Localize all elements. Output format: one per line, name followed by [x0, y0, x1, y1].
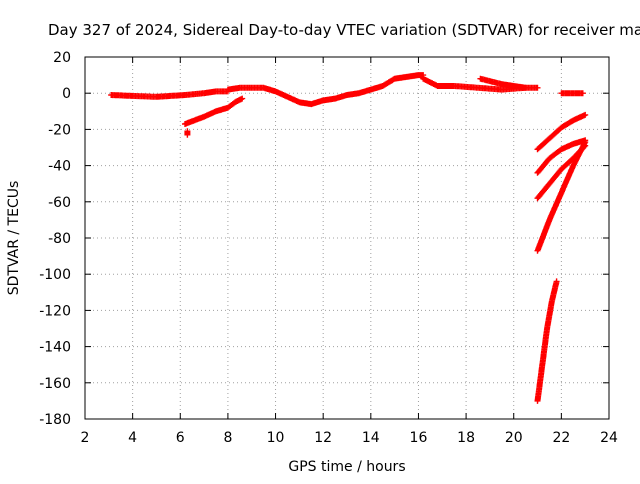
y-tick-label: -40 — [48, 159, 71, 175]
data-point-trace — [108, 92, 188, 100]
y-tick-label: -140 — [39, 340, 71, 356]
x-tick-label: 2 — [81, 430, 90, 446]
data-point-trace — [534, 278, 560, 404]
chart-title: Day 327 of 2024, Sidereal Day-to-day VTE… — [48, 21, 640, 39]
y-tick-label: 20 — [53, 50, 71, 66]
y-tick-label: -20 — [48, 122, 71, 138]
data-point-trace — [534, 111, 589, 153]
x-tick-label: 10 — [267, 430, 285, 446]
x-tick-label: 4 — [128, 430, 137, 446]
x-tick-label: 20 — [505, 430, 523, 446]
data-point-trace — [184, 128, 191, 138]
y-tick-label: -60 — [48, 195, 71, 211]
x-tick-label: 22 — [552, 430, 570, 446]
x-tick-label: 24 — [600, 430, 618, 446]
y-tick-label: -180 — [39, 412, 71, 428]
data-point-trace — [477, 75, 529, 91]
data-point-trace — [182, 95, 246, 127]
y-tick-label: -160 — [39, 376, 71, 392]
x-tick-label: 12 — [314, 430, 332, 446]
y-axis-label: SDTVAR / TECUs — [6, 181, 22, 296]
data-points — [108, 72, 589, 404]
plot-frame — [84, 56, 610, 420]
x-tick-label: 14 — [362, 430, 380, 446]
y-tick-label: -100 — [39, 267, 71, 283]
y-tick-label: -80 — [48, 231, 71, 247]
y-tick-label: -120 — [39, 303, 71, 319]
data-point-trace — [558, 90, 586, 97]
x-tick-label: 8 — [223, 430, 232, 446]
axis-ticks: 2 4 6 8 10 12 14 16 18 20 22 24200-20-40-60-80-100-… — [39, 50, 618, 446]
data-point-trace — [182, 88, 231, 98]
x-axis-label: GPS time / hours — [288, 459, 405, 475]
grid — [85, 57, 609, 419]
x-tick-label: 6 — [176, 430, 185, 446]
y-tick-label: 0 — [62, 86, 71, 102]
data-point-trace — [534, 139, 589, 254]
data-point-trace — [224, 72, 427, 108]
data-point-trace — [534, 137, 589, 176]
x-tick-label: 18 — [457, 430, 475, 446]
x-tick-label: 16 — [410, 430, 428, 446]
